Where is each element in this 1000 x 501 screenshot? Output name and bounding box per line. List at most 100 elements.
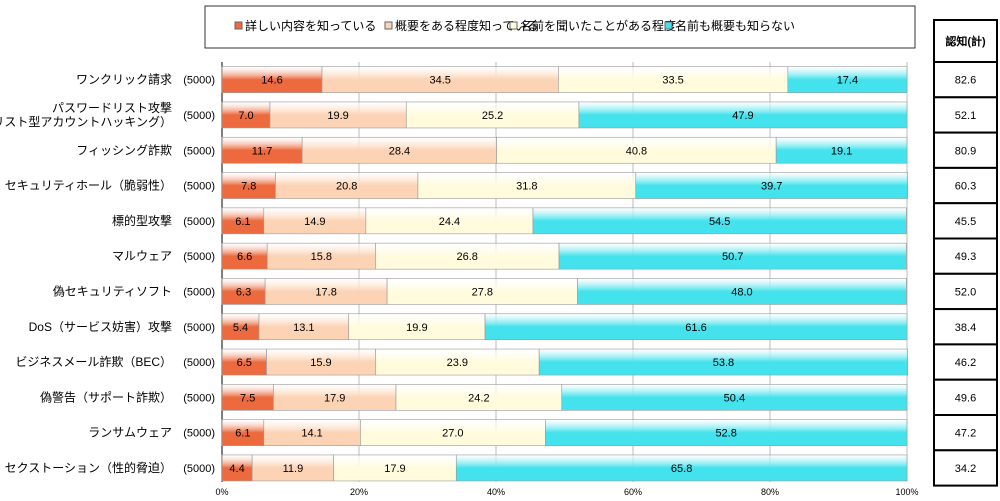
- bar-segment: [375, 348, 540, 376]
- category-label: （リスト型アカウントハッキング）: [0, 115, 172, 129]
- x-tick-label: 40%: [487, 487, 505, 497]
- data-label: 17.9: [384, 463, 405, 475]
- data-label: 65.8: [671, 463, 692, 475]
- bar-segment: [258, 313, 350, 341]
- legend-label: 名前も概要も知らない: [675, 18, 795, 33]
- data-label: 15.9: [310, 357, 331, 369]
- total-cell: [933, 202, 998, 240]
- total-header: 認知(計): [945, 34, 986, 48]
- bar-segment: [496, 136, 777, 164]
- data-label: 23.9: [447, 357, 468, 369]
- data-label: 7.0: [238, 110, 253, 122]
- total-cell: [933, 131, 998, 169]
- legend-swatch: [509, 21, 518, 30]
- x-tick-label: 100%: [895, 487, 918, 497]
- bar-segment: [484, 313, 908, 341]
- data-label: 13.1: [293, 322, 314, 334]
- sample-size-label: (5000): [183, 110, 215, 122]
- total-cell: [933, 272, 998, 311]
- category-label: ビジネスメール詐欺（BEC）: [15, 354, 172, 369]
- data-label: 7.8: [241, 181, 256, 193]
- data-label: 11.7: [252, 145, 273, 157]
- data-label: 24.4: [439, 216, 460, 228]
- bar-segment: [266, 348, 376, 376]
- data-label: 6.1: [235, 216, 250, 228]
- data-label: 14.1: [301, 428, 322, 440]
- data-label: 5.4: [233, 322, 248, 334]
- bar-segment: [348, 313, 486, 341]
- total-cell: [933, 96, 998, 134]
- bar-segment: [635, 172, 908, 199]
- bar-segment: [321, 66, 559, 93]
- bar-segment: [221, 172, 276, 199]
- bar-segment: [221, 101, 271, 129]
- total-header-cell: [933, 19, 998, 63]
- data-label: 47.9: [732, 110, 753, 122]
- bar-segment: [455, 454, 908, 482]
- data-label: 15.8: [311, 251, 332, 263]
- total-cell: [933, 166, 998, 205]
- sample-size-label: (5000): [183, 357, 215, 369]
- bar-segment: [538, 348, 908, 376]
- sample-size-label: (5000): [183, 463, 215, 475]
- data-label: 19.9: [406, 322, 427, 334]
- bar-segment: [775, 136, 908, 164]
- bar-segment: [221, 419, 265, 446]
- total-value: 38.4: [955, 322, 976, 334]
- data-label: 4.4: [229, 463, 244, 475]
- x-tick-label: 20%: [350, 487, 368, 497]
- category-label: セクストーション（性的脅迫）: [5, 460, 172, 475]
- bar-segment: [333, 454, 457, 482]
- bar-segment: [221, 348, 267, 376]
- sample-size-label: (5000): [183, 251, 215, 263]
- sample-size-label: (5000): [183, 428, 215, 440]
- bar-segment: [251, 454, 334, 482]
- bar-segment: [405, 101, 580, 129]
- bar-segment: [275, 172, 419, 199]
- bar-segment: [221, 313, 260, 341]
- bar-segment: [365, 207, 534, 235]
- data-label: 28.4: [389, 145, 410, 157]
- legend: [204, 5, 916, 49]
- bar-segment: [578, 101, 908, 129]
- data-label: 14.9: [304, 216, 325, 228]
- bar-segment: [221, 207, 265, 235]
- sample-size-label: (5000): [183, 145, 215, 157]
- data-label: 17.9: [324, 392, 345, 404]
- bar-segment: [264, 278, 388, 305]
- data-label: 6.3: [236, 286, 251, 298]
- data-label: 19.1: [831, 145, 852, 157]
- data-label: 31.8: [516, 181, 537, 193]
- bar-segment: [558, 242, 907, 270]
- x-tick-label: 0%: [215, 487, 228, 497]
- category-label: ランサムウェア: [88, 426, 172, 440]
- legend-swatch: [664, 21, 673, 30]
- bar-segment: [221, 278, 266, 305]
- data-label: 27.0: [442, 428, 463, 440]
- bar-segment: [221, 384, 274, 411]
- data-label: 17.8: [315, 286, 336, 298]
- bar-segment: [266, 242, 376, 270]
- bar-segment: [558, 66, 789, 93]
- total-value: 47.2: [955, 428, 976, 440]
- data-label: 19.9: [327, 110, 348, 122]
- legend-label: 概要をある程度知っている: [395, 18, 538, 33]
- bar-segment: [561, 384, 908, 411]
- category-label: フィッシング詐欺: [76, 142, 172, 157]
- sample-size-label: (5000): [183, 322, 215, 334]
- bar-segment: [273, 384, 397, 411]
- x-tick-label: 80%: [761, 487, 779, 497]
- data-label: 11.9: [283, 463, 304, 475]
- x-tick-label: 60%: [624, 487, 642, 497]
- bar-segment: [263, 419, 361, 446]
- data-label: 6.6: [237, 251, 252, 263]
- bar-segment: [545, 419, 908, 446]
- category-label: DoS（サービス妨害）攻撃: [29, 319, 172, 334]
- data-label: 33.5: [662, 75, 683, 87]
- total-cell: [933, 449, 998, 487]
- data-label: 54.5: [709, 216, 730, 228]
- data-label: 50.4: [724, 392, 745, 404]
- total-value: 45.5: [955, 216, 976, 228]
- data-label: 61.6: [685, 322, 706, 334]
